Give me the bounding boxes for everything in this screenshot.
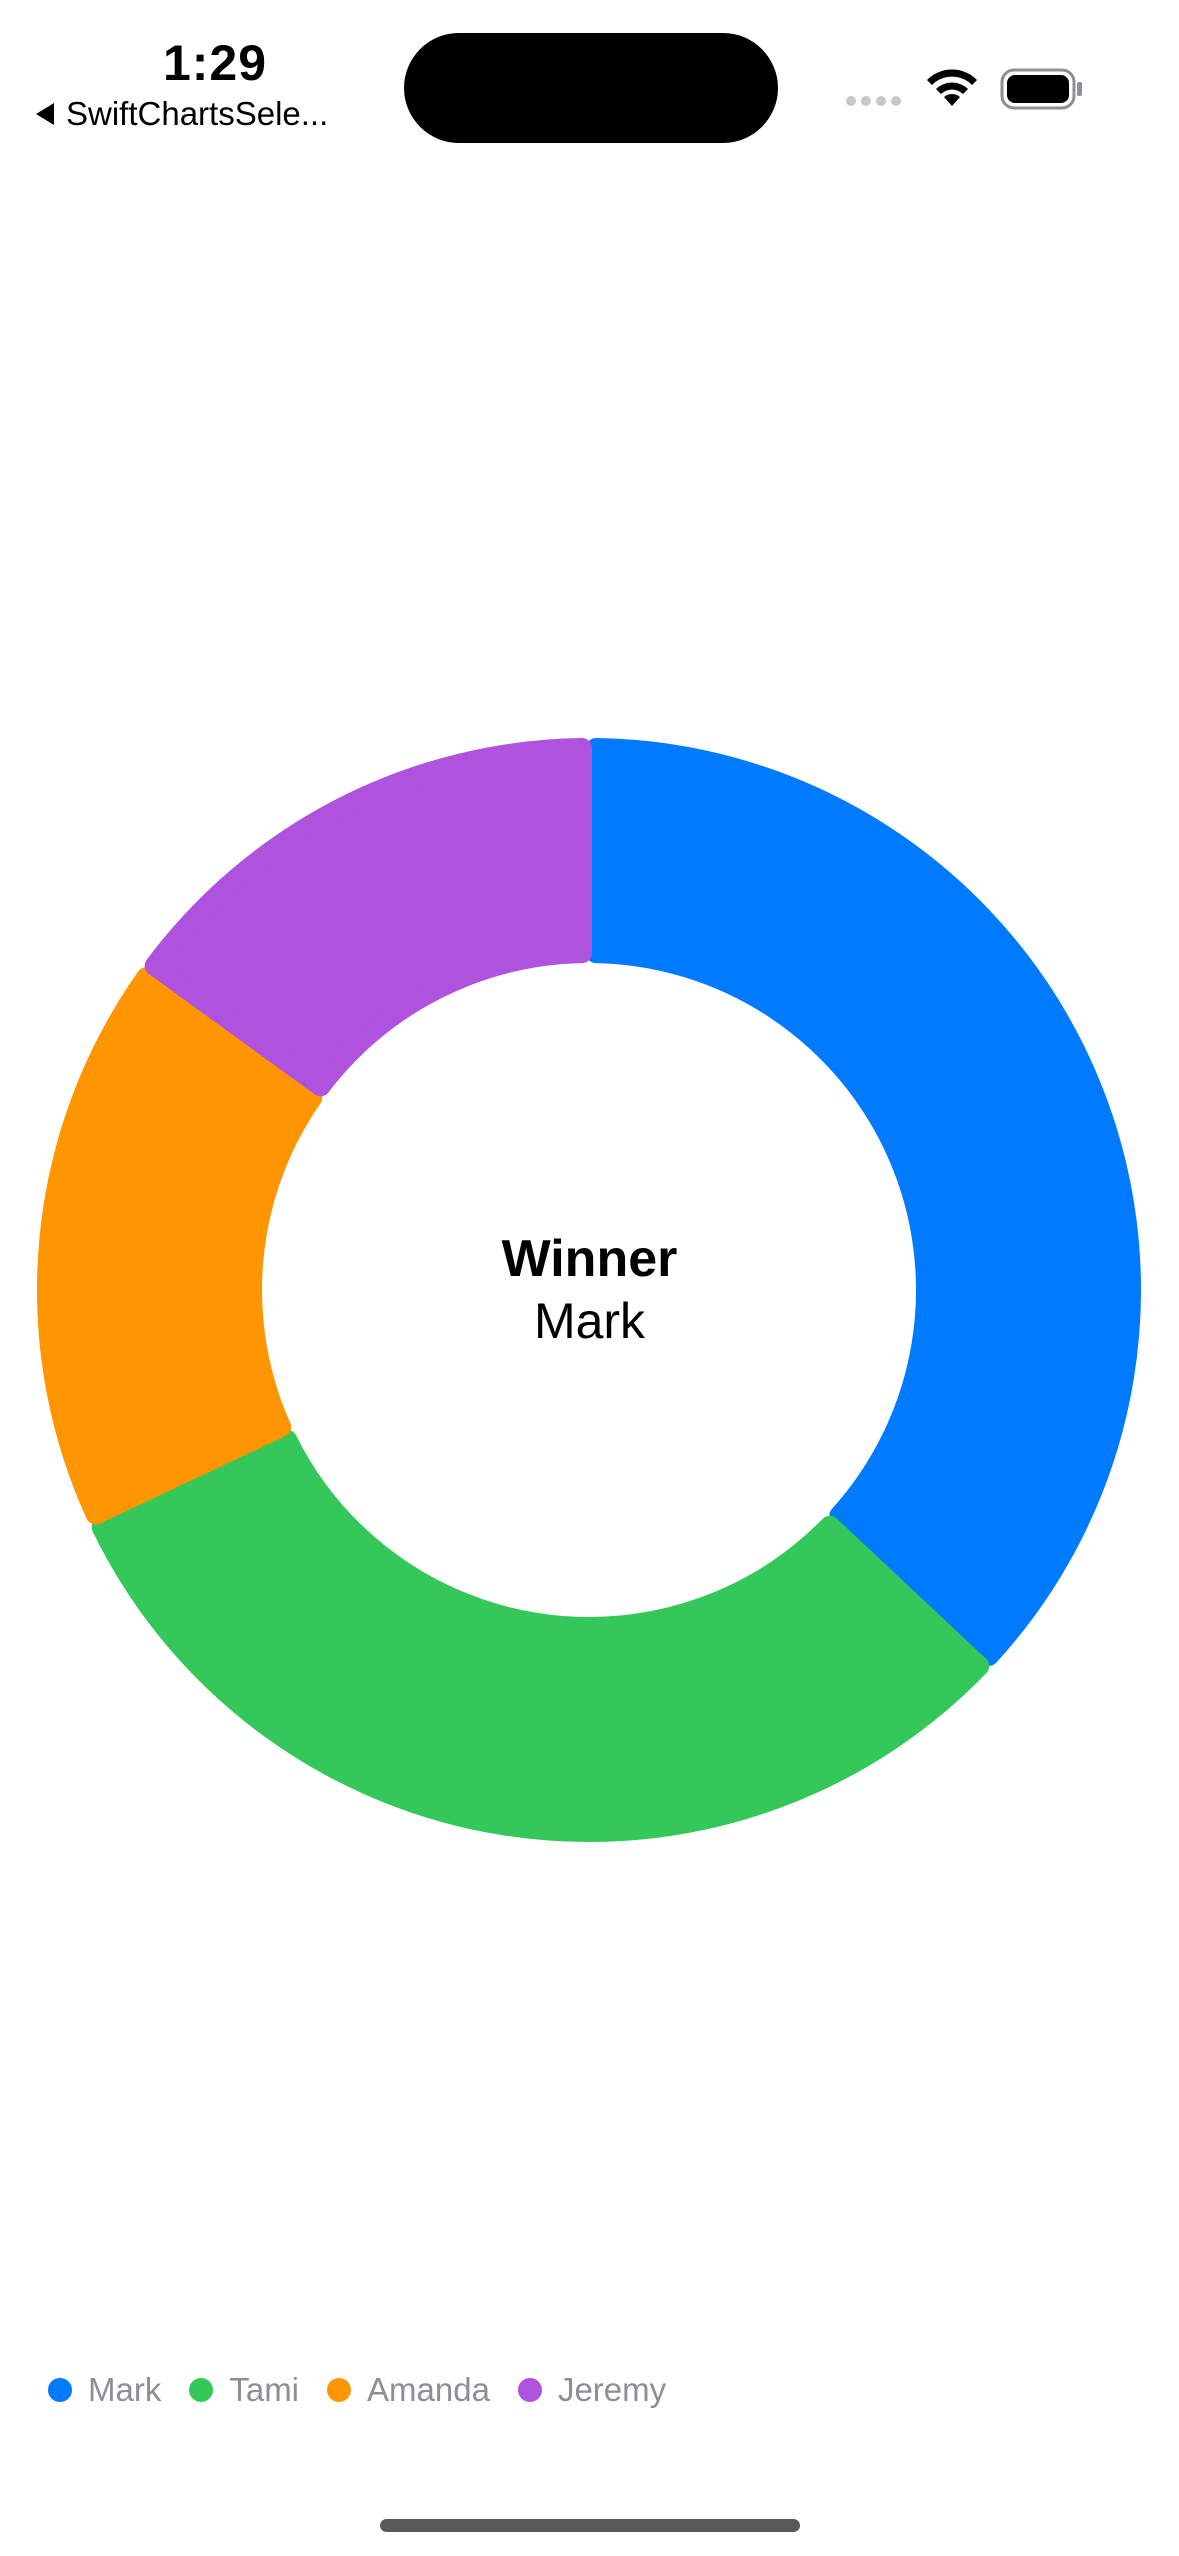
donut-slice-mark[interactable] xyxy=(586,738,1141,1666)
donut-chart[interactable] xyxy=(0,700,1179,1900)
home-indicator[interactable] xyxy=(380,2519,800,2532)
legend-dot-icon xyxy=(189,2378,214,2402)
winner-title: Winner xyxy=(501,1230,678,1288)
legend-label: Jeremy xyxy=(557,2371,667,2408)
legend-dot-icon xyxy=(517,2378,542,2402)
wifi-icon xyxy=(927,69,977,106)
chart-center-label: Winner Mark xyxy=(0,1228,1179,1352)
status-bar: 1:29 SwiftChartsSele... xyxy=(0,0,1179,150)
back-app-label: SwiftChartsSele... xyxy=(66,95,329,132)
dynamic-island xyxy=(404,33,778,143)
legend-dot-icon xyxy=(48,2378,72,2402)
legend-dot-icon xyxy=(327,2378,352,2402)
legend-item-tami: Tami xyxy=(189,2371,299,2409)
donut-slice-tami[interactable] xyxy=(91,1429,990,1842)
winner-value: Mark xyxy=(533,1293,646,1349)
chart-legend: Mark Tami Amanda Jeremy xyxy=(48,2365,694,2415)
legend-label: Amanda xyxy=(367,2371,490,2408)
back-to-app-button[interactable]: SwiftChartsSele... xyxy=(36,94,328,134)
legend-label: Tami xyxy=(229,2371,300,2408)
donut-slice-jeremy[interactable] xyxy=(144,738,592,1097)
donut-slice-amanda[interactable] xyxy=(37,967,323,1525)
legend-item-mark: Mark xyxy=(48,2371,161,2409)
legend-label: Mark xyxy=(88,2371,162,2408)
cellular-signal-icon xyxy=(846,96,901,106)
legend-item-jeremy: Jeremy xyxy=(517,2371,667,2409)
status-time: 1:29 xyxy=(162,35,268,91)
battery-icon xyxy=(1000,68,1082,110)
back-triangle-icon xyxy=(36,103,54,125)
legend-item-amanda: Amanda xyxy=(327,2371,490,2409)
